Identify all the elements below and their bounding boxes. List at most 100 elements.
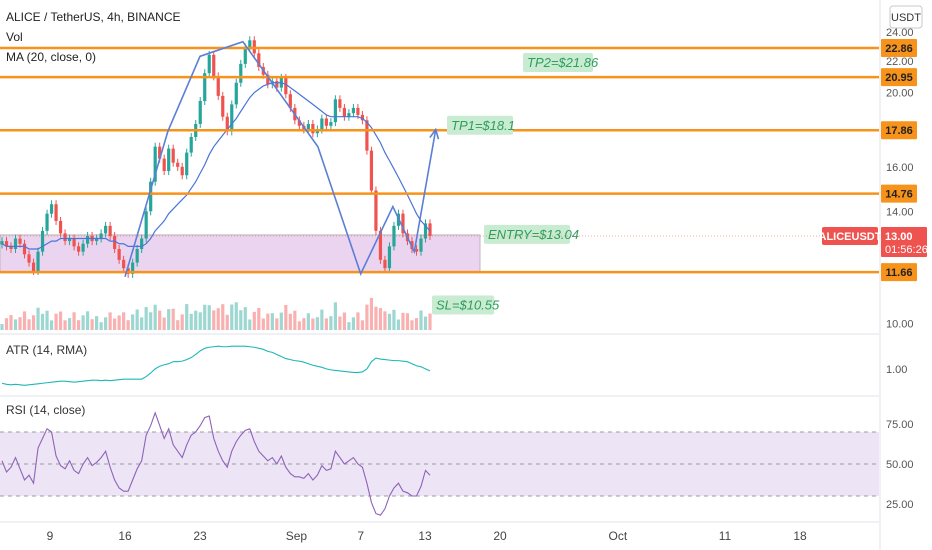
candle-body [297,120,301,126]
atr-line [1,345,431,386]
time-axis-tick: 7 [357,529,364,543]
volume-bar [275,318,279,330]
volume-bar [360,320,365,330]
candle-body [95,238,99,242]
volume-bar [194,310,198,330]
volume-bar [306,313,310,330]
volume-bar [257,307,261,330]
volume-bar [81,315,85,330]
candle-body [122,259,126,269]
candle-body [176,162,180,167]
annotation-box[interactable] [523,52,593,72]
volume-bar [90,319,94,330]
volume-bar [122,312,126,330]
volume-bar [162,317,166,330]
volume-bar [180,314,184,330]
volume-bar [67,318,72,330]
volume-bar [158,310,162,330]
projection-arrowhead [429,127,440,140]
volume-bar [302,318,306,330]
entry-zone-box[interactable] [0,234,481,273]
volume-bar [45,310,49,330]
volume-bar [243,307,247,330]
candle-body [36,251,40,272]
annotation-label: TP1=$18.1 [451,118,515,133]
volume-bar [140,317,144,330]
volume-bar [144,307,148,330]
volume-bar [203,304,207,330]
candle-body [374,190,378,231]
level-tag-label: 17.86 [885,125,913,137]
volume-bar [266,313,270,330]
candle-body [378,230,383,260]
volume-bar [392,309,396,330]
candle-body [275,81,279,88]
volume-bar [113,318,117,330]
rsi-axis-tick: 25.00 [886,499,914,511]
candle-body [58,220,63,234]
time-axis-tick: 13 [418,529,432,543]
symbol-title[interactable]: ALICE / TetherUS, 4h, BINANCE [6,10,181,24]
candle-body [9,246,13,249]
volume-bar [167,309,171,330]
volume-bar [0,324,4,330]
candle-body [81,243,85,252]
projection-path[interactable] [124,40,437,277]
candle-body [104,225,108,234]
candle-body [67,238,72,242]
currency-button[interactable]: USDT [889,5,923,29]
volume-bar [216,308,220,330]
annotation-box[interactable] [484,224,570,244]
level-tag [881,39,917,58]
candle-body [203,73,207,101]
ma-label[interactable]: MA (20, close, 0) [6,50,96,64]
volume-bar [225,314,229,330]
ma-line [1,82,431,250]
annotation-box[interactable] [447,115,513,135]
candle-body [311,123,315,134]
volume-label[interactable]: Vol [6,30,23,44]
volume-bar [239,310,243,330]
candle-body [86,235,90,244]
volume-bar [401,312,405,330]
candle-body [117,248,121,260]
volume-bar [63,320,67,330]
volume-bar [351,317,356,330]
volume-bar [117,315,121,330]
candle-body [198,100,202,124]
candle-body [185,152,189,176]
candle-body [329,122,333,126]
price-axis-tick: 16.00 [886,162,914,174]
last-price-value: 13.00 [885,231,913,243]
candle-body [401,213,405,234]
volume-bar [410,320,414,330]
candle-body [320,118,324,130]
volume-bar [40,313,45,330]
candle-body [387,246,392,269]
atr-axis-tick: 1.00 [886,364,907,376]
level-tag-label: 11.66 [886,267,913,279]
annotation-box[interactable] [432,295,494,315]
level-tag [881,263,917,282]
rsi-label[interactable]: RSI (14, close) [6,403,85,417]
volume-bar [347,322,351,330]
candle-body [266,74,270,85]
level-tag [881,121,917,140]
volume-bar [261,318,265,330]
candle-body [158,146,162,159]
volume-bar [212,310,216,330]
symbol-price-tag[interactable] [822,226,878,245]
candle-body [27,254,31,263]
candle-body [113,235,117,249]
time-axis-tick: 9 [47,529,54,543]
volume-bar [135,309,139,330]
candle-body [369,150,374,191]
volume-bar [324,318,328,330]
volume-bar [234,302,238,330]
volume-bar [36,307,40,330]
candle-body [383,259,387,269]
atr-label[interactable]: ATR (14, RMA) [6,343,87,357]
candle-body [49,204,54,214]
